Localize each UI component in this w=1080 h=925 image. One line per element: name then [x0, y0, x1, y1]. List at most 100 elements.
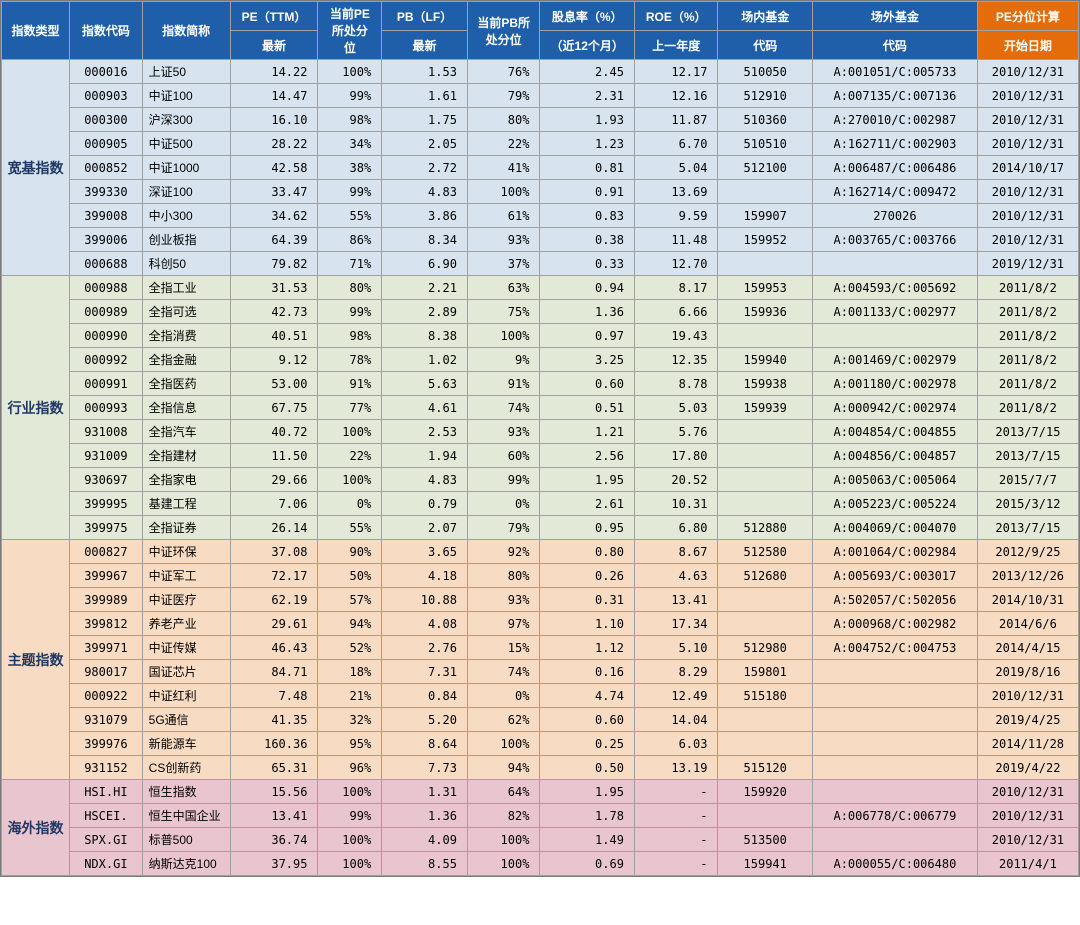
cell-pb: 1.94 [382, 444, 468, 468]
cell-code: 399971 [70, 636, 143, 660]
cell-pe: 42.73 [230, 300, 318, 324]
cell-name: 全指医药 [142, 372, 230, 396]
cell-pb: 1.36 [382, 804, 468, 828]
cell-code: HSCEI. [70, 804, 143, 828]
cell-fund2 [812, 324, 977, 348]
cell-start: 2011/4/1 [977, 852, 1078, 876]
cell-code: 000988 [70, 276, 143, 300]
cell-pbpct: 82% [467, 804, 540, 828]
cell-fund1: 159936 [718, 300, 813, 324]
table-row: 主题指数000827中证环保37.0890%3.6592%0.808.67512… [2, 540, 1079, 564]
cell-div: 0.50 [540, 756, 635, 780]
cell-pb: 2.89 [382, 300, 468, 324]
cell-pb: 4.08 [382, 612, 468, 636]
cell-code: 000852 [70, 156, 143, 180]
cell-pbpct: 64% [467, 780, 540, 804]
cell-name: 中证1000 [142, 156, 230, 180]
cell-roe: - [634, 852, 718, 876]
cell-name: 标普500 [142, 828, 230, 852]
cell-start: 2019/8/16 [977, 660, 1078, 684]
cell-start: 2014/10/31 [977, 588, 1078, 612]
cell-pb: 1.53 [382, 60, 468, 84]
cell-pe: 9.12 [230, 348, 318, 372]
cell-name: 中证环保 [142, 540, 230, 564]
cell-code: 399330 [70, 180, 143, 204]
cell-fund1 [718, 420, 813, 444]
cell-name: 基建工程 [142, 492, 230, 516]
cell-fund2: A:004856/C:004857 [812, 444, 977, 468]
cell-fund2: A:005063/C:005064 [812, 468, 977, 492]
cell-roe: 12.49 [634, 684, 718, 708]
cell-code: 931009 [70, 444, 143, 468]
cell-div: 1.78 [540, 804, 635, 828]
cell-pbpct: 93% [467, 420, 540, 444]
cell-fund1: 159952 [718, 228, 813, 252]
table-row: 399812养老产业29.6194%4.0897%1.1017.34A:0009… [2, 612, 1079, 636]
table-row: 931008全指汽车40.72100%2.5393%1.215.76A:0048… [2, 420, 1079, 444]
cell-name: 中证传媒 [142, 636, 230, 660]
cell-code: 000922 [70, 684, 143, 708]
hdr-pepct: 当前PE 所处分 位 [318, 2, 382, 60]
cell-start: 2011/8/2 [977, 276, 1078, 300]
cell-pb: 4.83 [382, 468, 468, 492]
cell-pbpct: 79% [467, 516, 540, 540]
index-valuation-table-wrap: 指数类型 指数代码 指数简称 PE（TTM） 当前PE 所处分 位 PB（LF）… [0, 0, 1080, 877]
cell-name: 中证医疗 [142, 588, 230, 612]
cell-pepct: 98% [318, 324, 382, 348]
cell-start: 2011/8/2 [977, 372, 1078, 396]
cell-start: 2010/12/31 [977, 228, 1078, 252]
cell-pe: 64.39 [230, 228, 318, 252]
cell-pepct: 99% [318, 180, 382, 204]
cell-pb: 8.34 [382, 228, 468, 252]
cell-pe: 28.22 [230, 132, 318, 156]
cell-name: 全指金融 [142, 348, 230, 372]
cell-name: 沪深300 [142, 108, 230, 132]
cell-pe: 62.19 [230, 588, 318, 612]
cell-fund2 [812, 756, 977, 780]
cell-div: 1.21 [540, 420, 635, 444]
table-row: 000991全指医药53.0091%5.6391%0.608.78159938A… [2, 372, 1079, 396]
cell-roe: 12.35 [634, 348, 718, 372]
table-body: 宽基指数000016上证5014.22100%1.5376%2.4512.175… [2, 60, 1079, 876]
cell-roe: 12.70 [634, 252, 718, 276]
cell-div: 1.23 [540, 132, 635, 156]
cell-code: NDX.GI [70, 852, 143, 876]
cell-name: 全指信息 [142, 396, 230, 420]
cell-name: 全指工业 [142, 276, 230, 300]
hdr-pb-bot: 最新 [382, 31, 468, 60]
cell-fund2: A:005223/C:005224 [812, 492, 977, 516]
cell-pb: 2.72 [382, 156, 468, 180]
cell-code: 399006 [70, 228, 143, 252]
cell-fund1: 159938 [718, 372, 813, 396]
cell-fund1: 513500 [718, 828, 813, 852]
cell-pepct: 21% [318, 684, 382, 708]
cell-pb: 3.86 [382, 204, 468, 228]
cell-pe: 40.72 [230, 420, 318, 444]
cell-code: 000993 [70, 396, 143, 420]
cell-fund1: 159941 [718, 852, 813, 876]
cell-roe: 20.52 [634, 468, 718, 492]
cell-pepct: 99% [318, 84, 382, 108]
cell-pepct: 91% [318, 372, 382, 396]
cell-start: 2014/11/28 [977, 732, 1078, 756]
cell-pe: 37.08 [230, 540, 318, 564]
cell-pepct: 38% [318, 156, 382, 180]
cell-pe: 160.36 [230, 732, 318, 756]
cell-start: 2010/12/31 [977, 132, 1078, 156]
cell-pepct: 95% [318, 732, 382, 756]
cell-pbpct: 74% [467, 396, 540, 420]
category-cell-industry: 行业指数 [2, 276, 70, 540]
cell-pepct: 90% [318, 540, 382, 564]
cell-div: 1.49 [540, 828, 635, 852]
hdr-fund1-top: 场内基金 [718, 2, 813, 31]
cell-start: 2013/7/15 [977, 420, 1078, 444]
cell-start: 2010/12/31 [977, 804, 1078, 828]
table-row: 980017国证芯片84.7118%7.3174%0.168.291598012… [2, 660, 1079, 684]
cell-roe: - [634, 780, 718, 804]
table-row: 399330深证10033.4799%4.83100%0.9113.69A:16… [2, 180, 1079, 204]
cell-pbpct: 0% [467, 492, 540, 516]
cell-roe: 8.17 [634, 276, 718, 300]
cell-fund2 [812, 828, 977, 852]
table-row: 000989全指可选42.7399%2.8975%1.366.66159936A… [2, 300, 1079, 324]
cell-pe: 31.53 [230, 276, 318, 300]
